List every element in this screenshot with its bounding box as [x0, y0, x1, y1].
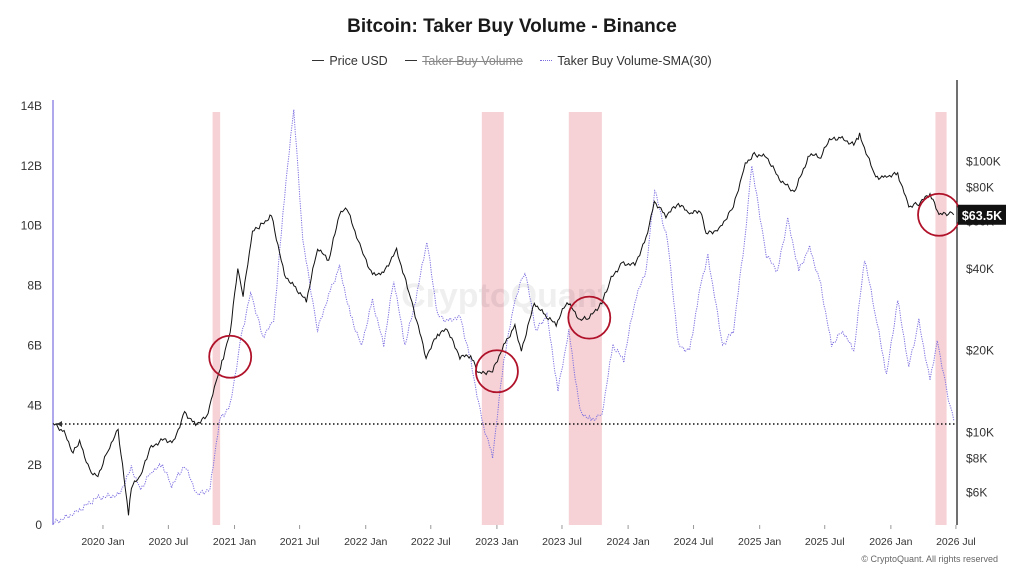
legend-label-taker-buy-volume: Taker Buy Volume: [422, 53, 523, 68]
x-tick-label: 2025 Jul: [805, 536, 845, 548]
legend-item-sma[interactable]: Taker Buy Volume-SMA(30): [540, 53, 712, 68]
x-tick-label: 2020 Jul: [149, 536, 189, 548]
chart-title: Bitcoin: Taker Buy Volume - Binance: [347, 16, 677, 37]
x-tick-label: 2024 Jul: [674, 536, 714, 548]
x-tick-label: 2023 Jan: [475, 536, 518, 548]
y-right-tick-label: $80K: [966, 181, 994, 195]
y-right-tick-label: $40K: [966, 262, 994, 276]
reference-line-marker: [57, 421, 62, 427]
y-right-tick-label: $20K: [966, 344, 994, 358]
legend-item-taker-buy-volume[interactable]: Taker Buy Volume: [405, 54, 523, 68]
legend-label-sma: Taker Buy Volume-SMA(30): [557, 53, 712, 68]
shaded-period-3: [935, 112, 947, 525]
y-left-tick-label: 2B: [27, 458, 42, 472]
legend-label-price: Price USD: [329, 53, 388, 68]
x-tick-label: 2023 Jul: [542, 536, 582, 548]
copyright: © CryptoQuant. All rights reserved: [861, 554, 998, 564]
x-tick-label: 2021 Jul: [280, 536, 320, 548]
legend-item-price[interactable]: Price USD: [312, 53, 388, 68]
y-right-tick-label: $10K: [966, 425, 994, 439]
x-tick-label: 2022 Jul: [411, 536, 451, 548]
x-tick-label: 2026 Jan: [869, 536, 912, 548]
legend-swatch-taker-buy-volume: [405, 60, 418, 61]
series-line-price: [52, 132, 955, 516]
x-tick-label: 2024 Jan: [606, 536, 649, 548]
highlight-circle-2: [567, 295, 612, 340]
y-left-tick-label: 4B: [27, 398, 42, 412]
price-label-text: $63.5K: [962, 209, 1002, 223]
shaded-period-0: [212, 112, 221, 525]
y-right-tick-label: $100K: [966, 154, 1001, 168]
x-tick-label: 2026 Jul: [936, 536, 976, 548]
y-right-tick-label: $6K: [966, 485, 987, 499]
price-label-box: [958, 204, 1006, 225]
x-tick-label: 2025 Jan: [738, 536, 781, 548]
y-left-tick-label: 10B: [21, 219, 42, 233]
series-line-sma: [52, 109, 955, 525]
legend-swatch-sma: [540, 60, 553, 61]
y-left-tick-label: 8B: [27, 279, 42, 293]
y-left-tick-label: 0: [35, 518, 42, 532]
y-left-tick-label: 14B: [21, 99, 42, 113]
y-left-tick-label: 12B: [21, 159, 42, 173]
x-tick-label: 2022 Jan: [344, 536, 387, 548]
watermark: CryptoQuant: [401, 277, 609, 315]
y-right-tick-label: $8K: [966, 452, 987, 466]
y-left-tick-label: 6B: [27, 338, 42, 352]
legend: Price USD Taker Buy Volume Taker Buy Vol…: [0, 50, 1024, 68]
legend-swatch-price: [312, 60, 325, 61]
x-tick-label: 2021 Jan: [213, 536, 256, 548]
x-tick-label: 2020 Jan: [81, 536, 124, 548]
highlight-circle-1: [475, 349, 519, 394]
shaded-period-1: [481, 112, 504, 525]
highlight-circle-0: [208, 334, 253, 379]
